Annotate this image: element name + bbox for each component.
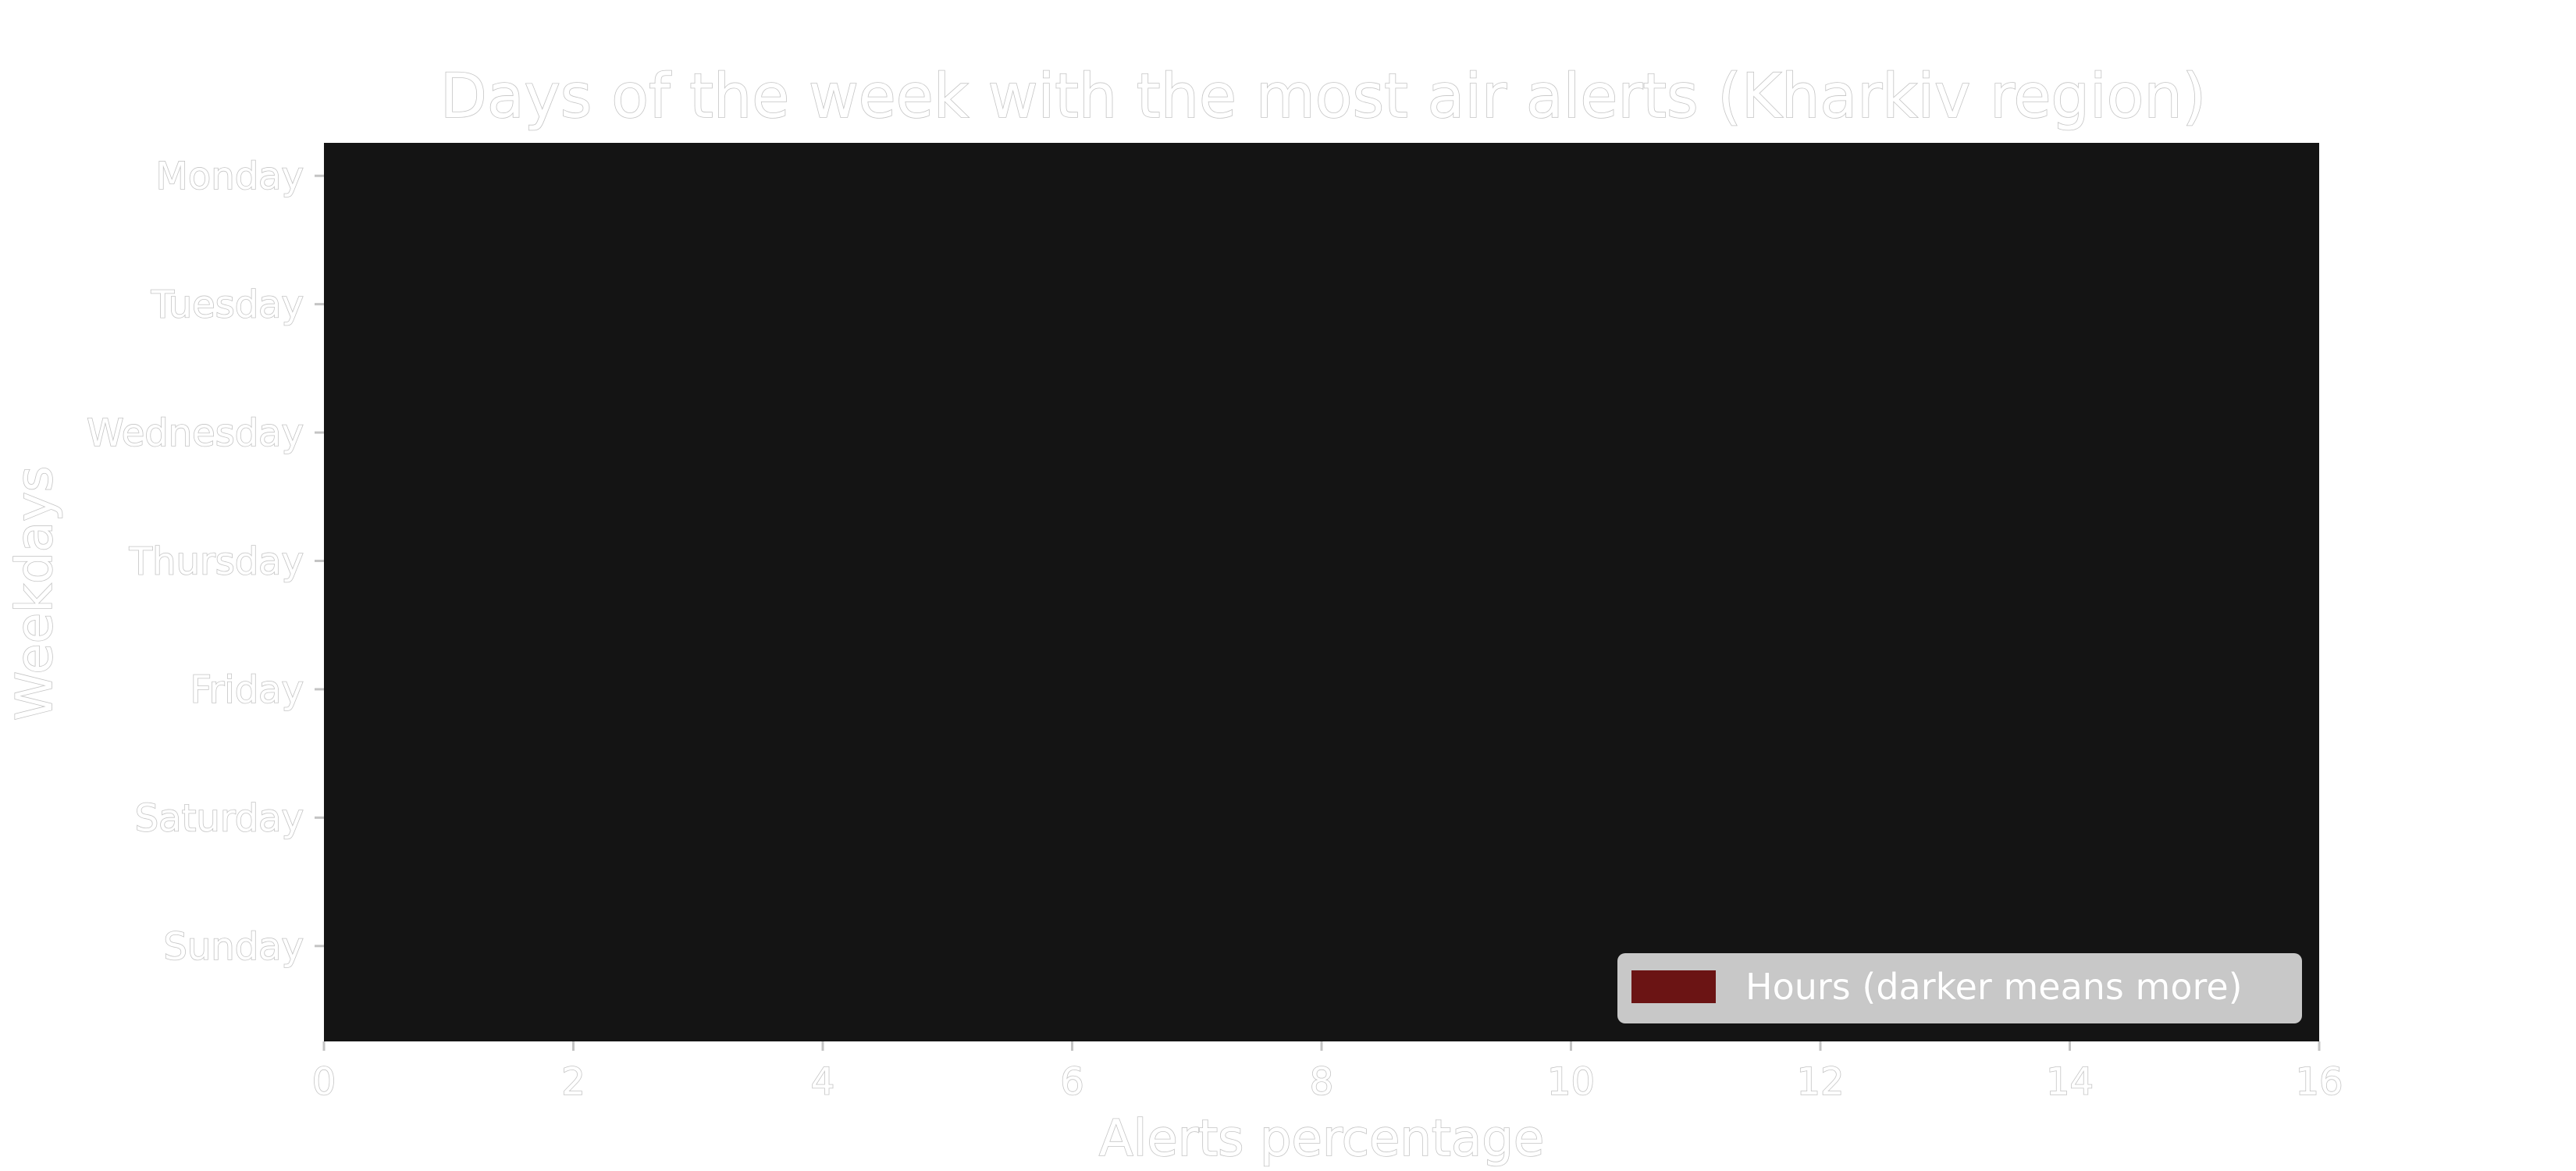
- x-axis: 0 2 4 6 8 10 12 14 16: [311, 1041, 2343, 1105]
- y-tick-label: Thursday: [129, 540, 304, 584]
- y-tick-label: Friday: [190, 668, 304, 712]
- x-tick-label: 12: [1796, 1060, 1844, 1104]
- legend-label: Hours (darker means more): [1745, 966, 2243, 1008]
- y-tick-label: Saturday: [135, 796, 304, 840]
- x-tick-label: 10: [1547, 1060, 1595, 1104]
- y-tick-label: Sunday: [163, 925, 304, 969]
- x-axis-label: Alerts percentage: [1099, 1110, 1544, 1168]
- x-tick-label: 0: [312, 1060, 336, 1104]
- y-tick-label: Monday: [156, 155, 304, 198]
- x-tick-label: 16: [2295, 1060, 2343, 1104]
- legend-swatch: [1631, 970, 1716, 1003]
- x-tick-label: 4: [811, 1060, 835, 1104]
- y-axis: Monday Tuesday Wednesday Thursday Friday Satu…: [86, 154, 324, 970]
- x-tick-label: 8: [1310, 1060, 1334, 1104]
- legend-box: [1617, 953, 2302, 1023]
- legend: Hours (darker means more): [1617, 953, 2302, 1023]
- y-axis-label: Weekdays: [6, 466, 64, 721]
- chart-title: Days of the week with the most air alert…: [440, 62, 2206, 132]
- x-tick-label: 2: [561, 1060, 585, 1104]
- y-tick-label: Wednesday: [87, 411, 304, 455]
- x-tick-label: 14: [2046, 1060, 2094, 1104]
- plot-area: [324, 143, 2319, 1041]
- y-tick-label: Tuesday: [151, 283, 304, 327]
- x-tick-label: 6: [1060, 1060, 1084, 1104]
